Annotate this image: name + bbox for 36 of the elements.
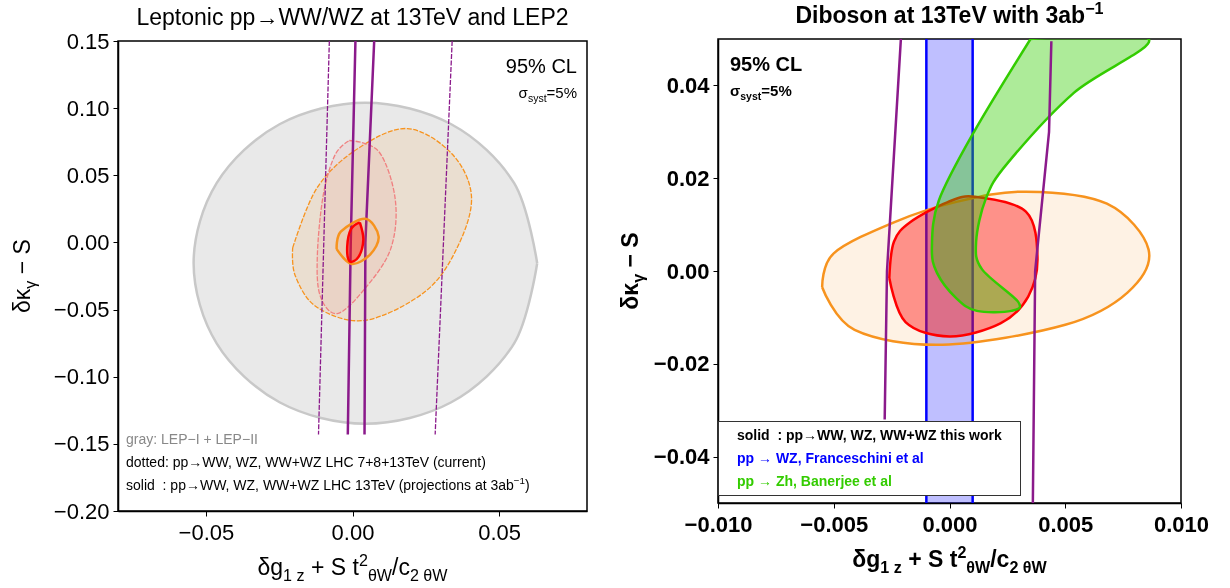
annotation: gray: LEP−I + LEP−II: [126, 430, 259, 449]
annotation: σ$_{syst}$=5%: [730, 82, 792, 102]
annotation: 95% CL: [730, 53, 803, 75]
y-tick-label: 0.05: [66, 162, 110, 188]
y-tick-label: 0.04: [666, 72, 711, 98]
y-tick-label: 0.10: [66, 95, 110, 121]
x-tick-label: 0.05: [478, 519, 521, 545]
line-series: [1031, 40, 1053, 503]
x-tick-label: 0.005: [1038, 511, 1094, 537]
x-tick-label: −0.05: [178, 519, 235, 545]
annotation: solid : pp→WW, WZ, WW+WZ LHC 13TeV (projections at 3ab$^{−1}$): [126, 474, 530, 495]
annotation: σ$_{syst}$=5%: [518, 84, 577, 104]
x-axis-title: δg$_{1 z}$ + S t$^{2}$$_{θW}$/c$_{2 θW}$: [256, 551, 449, 584]
y-tick-label: −0.04: [653, 444, 711, 470]
y-tick-label: 0.15: [66, 28, 110, 54]
x-tick-label: −0.010: [684, 511, 753, 537]
chart-title: Leptonic pp→WW/WZ at 13TeV and LEP2: [135, 4, 570, 31]
x-tick-label: −0.005: [800, 511, 869, 537]
text: pp → Zh, Banerjee et al: [737, 472, 893, 491]
y-tick-label: 0.00: [66, 229, 110, 255]
annotation: solid : pp→WW, WZ, WW+WZ this work: [737, 426, 1002, 445]
y-tick-label: 0.02: [666, 165, 710, 191]
y-tick-label: −0.15: [53, 431, 110, 457]
x-tick-label: 0.00: [331, 519, 375, 545]
y-tick-label: −0.02: [653, 351, 710, 377]
x-tick-label: 0.010: [1153, 511, 1210, 537]
band-label: pp → WZ, Franceschini et al: [737, 449, 925, 468]
y-tick-label: 0.00: [666, 258, 710, 284]
annotation: dotted: pp→WW, WZ, WW+WZ LHC 7+8+13TeV (current): [126, 453, 487, 472]
chart-title: Diboson at 13TeV with 3ab$^{−1}$: [794, 0, 1105, 29]
y-tick-label: −0.05: [53, 297, 110, 323]
y-tick-label: −0.20: [53, 498, 110, 524]
annotation: 95% CL: [505, 55, 577, 77]
y-tick-label: −0.10: [53, 364, 110, 390]
x-axis-title: δg$_{1 z}$ + S t$^{2}$$_{θW}$/c$_{2 θW}$: [851, 543, 1048, 576]
x-tick-label: 0.000: [922, 511, 978, 537]
